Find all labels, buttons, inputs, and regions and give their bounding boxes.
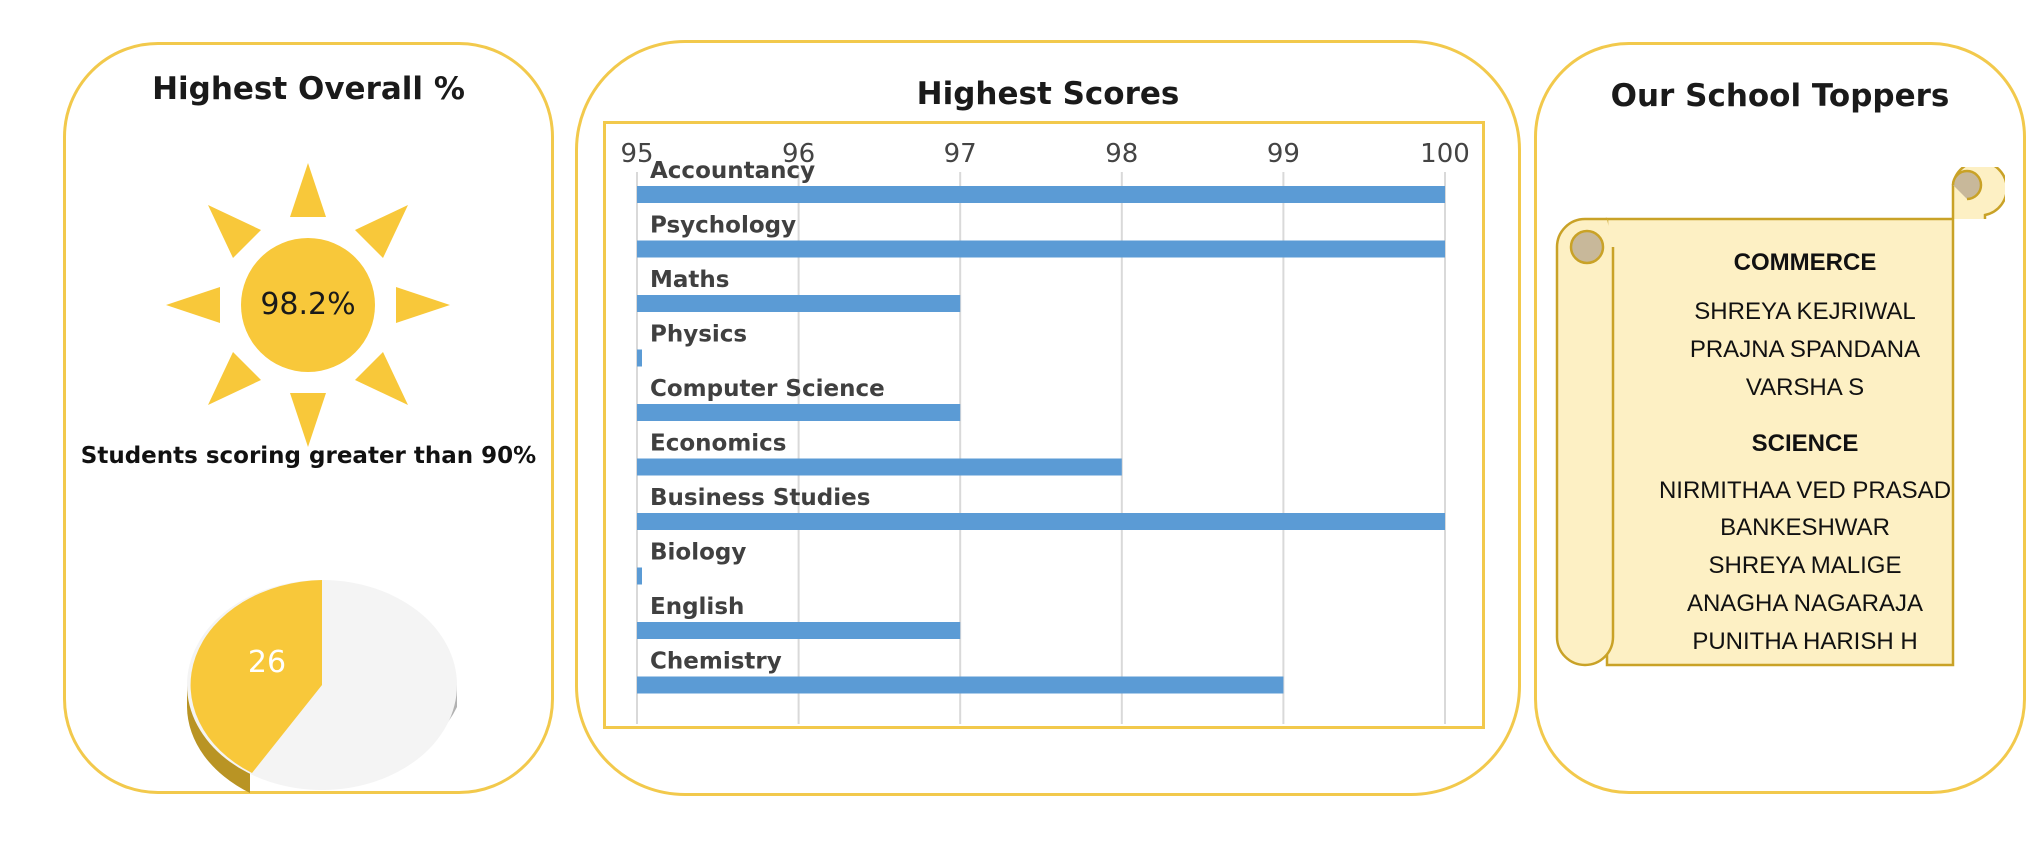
x-tick-label: 95: [620, 139, 653, 169]
science-name: BANKESHWAR: [1720, 514, 1890, 541]
bar: [637, 567, 642, 585]
category-label: Business Studies: [650, 485, 870, 511]
x-tick-label: 100: [1420, 139, 1470, 169]
scroll-icon: [1555, 167, 2005, 667]
category-label: English: [650, 594, 744, 620]
science-name: ANAGHA NAGARAJA: [1686, 590, 1924, 617]
category-label: Economics: [650, 431, 787, 457]
bar: [637, 186, 1445, 203]
highest-overall-panel: Highest Overall % 98.2% Students scoring…: [63, 42, 554, 794]
x-tick-label: 97: [944, 139, 977, 169]
bar: [637, 240, 1445, 258]
students-caption: Students scoring greater than 90%: [80, 443, 537, 469]
scroll-banner: COMMERCE SHREYA KEJRIWAL PRAJNA SPANDANA…: [1555, 167, 2005, 687]
science-name: PUNITHA HARISH H: [1692, 628, 1918, 655]
bar: [637, 295, 961, 312]
highest-overall-title: Highest Overall %: [152, 71, 465, 107]
x-tick-label: 96: [782, 139, 815, 169]
bar-chart-frame: 95 96 97 98 99 100 Accountancy Psychology Maths P…: [603, 121, 1485, 729]
category-label: Accountancy: [650, 158, 815, 184]
category-label: Physics: [650, 322, 747, 348]
science-name: SHREYA MALIGE: [1708, 552, 1902, 579]
x-tick-label: 98: [1105, 139, 1138, 169]
toppers-panel: Our School Toppers COMMERCE SHREYA KEJRI…: [1534, 42, 2026, 794]
category-label: Psychology: [650, 213, 796, 239]
bar: [637, 404, 961, 421]
overall-percent-value: 98.2%: [260, 287, 356, 322]
commerce-name: SHREYA KEJRIWAL: [1694, 298, 1916, 325]
bar: [637, 513, 1445, 530]
category-label: Chemistry: [650, 649, 782, 675]
category-label: Computer Science: [650, 376, 885, 402]
bar-chart: 95 96 97 98 99 100 Accountancy Psychology Maths P…: [620, 139, 1470, 724]
commerce-name: VARSHA S: [1745, 374, 1865, 401]
pie-slice-students: [190, 580, 322, 773]
category-label: Maths: [650, 267, 729, 293]
bar: [637, 458, 1122, 476]
commerce-heading: COMMERCE: [1733, 249, 1877, 276]
sun-icon: 98.2%: [158, 155, 458, 455]
bar: [637, 622, 961, 639]
chart-title: Highest Scores: [916, 76, 1180, 112]
bar: [637, 676, 1284, 694]
science-heading: SCIENCE: [1751, 430, 1859, 457]
students-pie-chart: [187, 580, 457, 793]
bar: [637, 349, 642, 367]
toppers-title: Our School Toppers: [1610, 78, 1950, 114]
commerce-name: PRAJNA SPANDANA: [1689, 336, 1921, 363]
category-label: Biology: [650, 540, 746, 566]
x-tick-label: 99: [1267, 139, 1300, 169]
highest-scores-panel: Highest Scores 95 96 97 98 99 100 Accountancy P…: [575, 40, 1521, 796]
science-name: NIRMITHAA VED PRASAD: [1658, 477, 1952, 504]
pie-value-label: 26: [247, 645, 287, 680]
